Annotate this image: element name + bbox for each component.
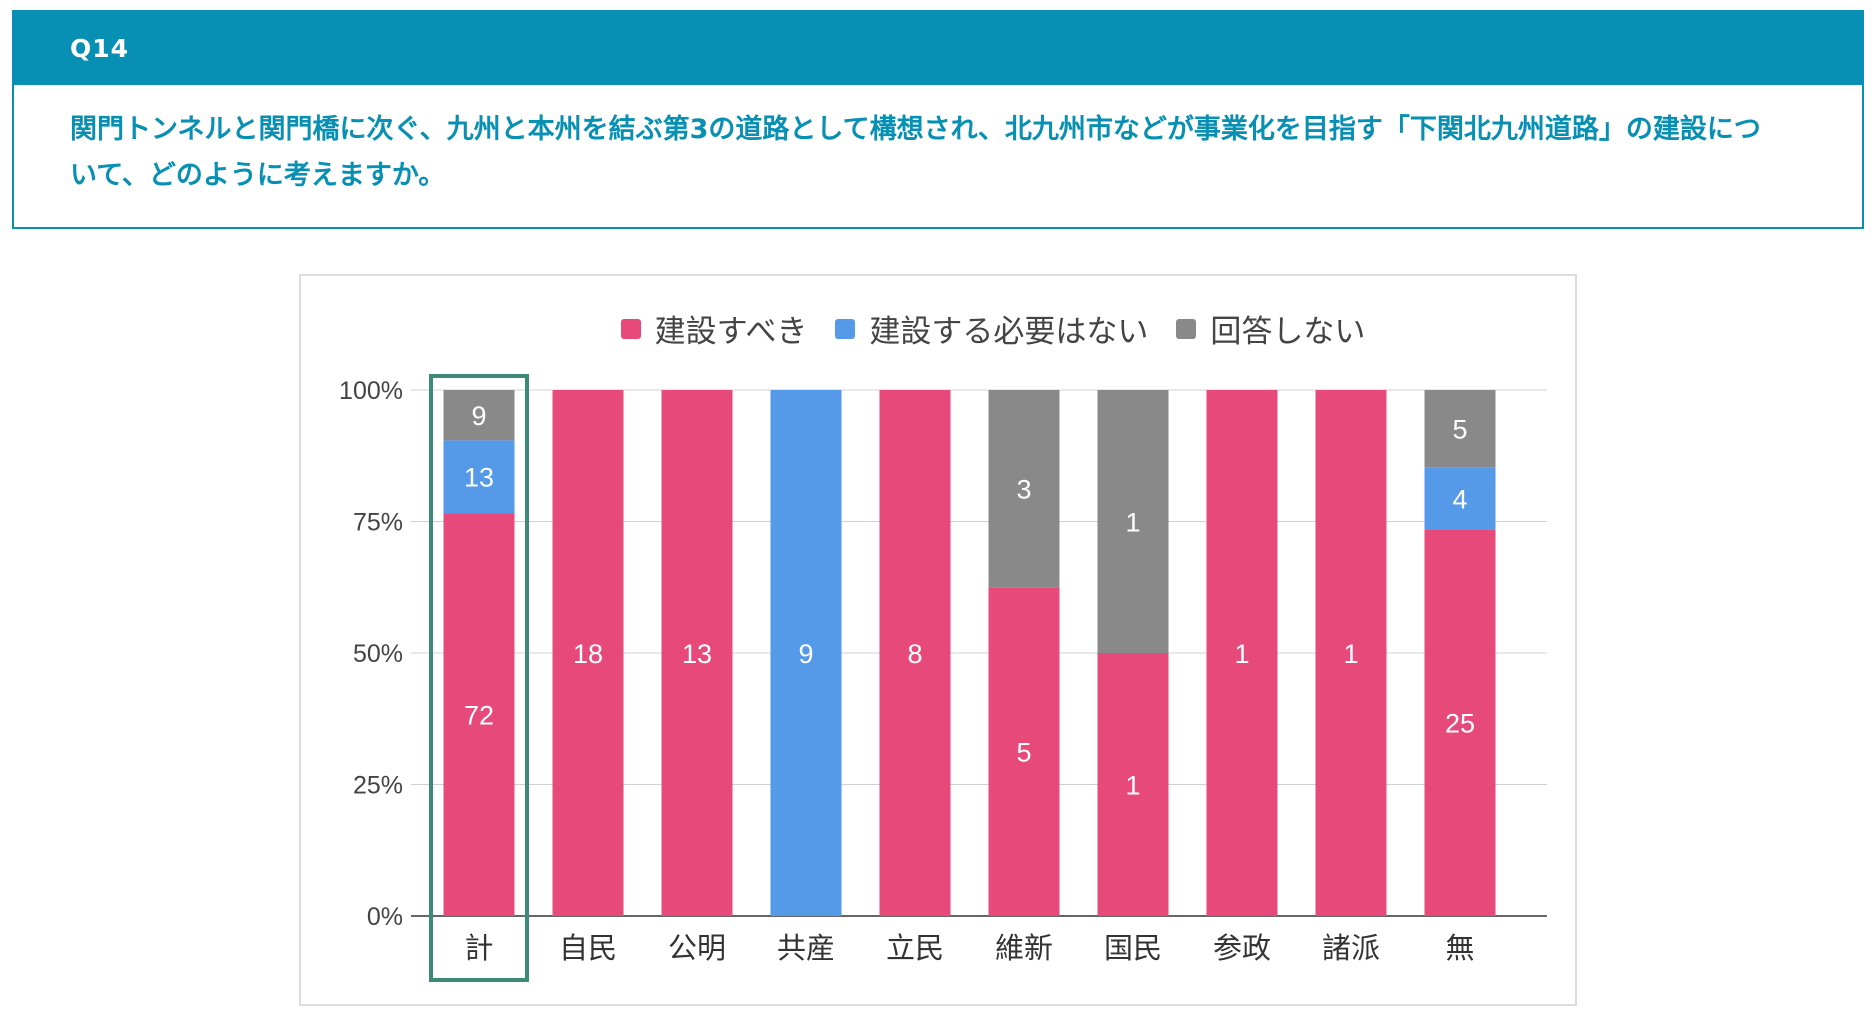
legend-item-build: 建設すべき [620,306,808,351]
x-tick-label: 共産 [777,932,835,965]
chart-legend: 建設すべき 建設する必要はない 回答しない [301,306,1575,351]
y-tick-label: 100% [339,377,403,405]
bar-segment [1206,390,1278,916]
data-label: 4 [1452,484,1467,514]
legend-label-no-answer: 回答しない [1210,314,1366,350]
x-tick-label: 自民 [559,932,617,965]
legend-swatch-not-needed [835,318,856,339]
data-label: 9 [798,639,813,669]
bar-segment [661,390,733,916]
data-label: 5 [1452,415,1467,445]
data-label: 3 [1016,475,1031,505]
data-label: 18 [573,639,603,669]
bar-segment [443,513,515,916]
x-tick-label: 公明 [668,933,726,965]
legend-swatch-build [620,318,641,339]
bar-segment [1315,390,1387,916]
x-tick-label: 維新 [995,932,1053,965]
legend-item-not-needed: 建設する必要はない [835,306,1148,351]
bar-segment [770,390,842,916]
x-tick-label: 計 [464,932,493,965]
legend-item-no-answer: 回答しない [1176,306,1365,351]
data-label: 1 [1125,771,1140,801]
y-tick-label: 0% [367,903,403,931]
data-label: 5 [1016,738,1031,768]
bar-segment [1097,653,1169,916]
bar-segment [1424,467,1496,530]
data-label: 8 [907,639,922,669]
question-number: Q14 [14,12,1862,85]
legend-label-build: 建設すべき [654,314,808,350]
bar-segment [552,390,624,916]
y-tick-label: 25% [353,772,403,800]
stacked-bar-chart: 0% 25% 50% 75% 100% 72 13 9 計 18 自民 13 公明 9 共産 8 立民 5 3 維新 1… [339,374,1547,982]
bar-segment [1097,390,1169,653]
legend-label-not-needed: 建設する必要はない [869,314,1149,350]
data-label: 25 [1445,709,1475,739]
data-label: 72 [464,701,494,731]
bar-segment [443,440,515,514]
data-label: 13 [682,639,712,669]
y-tick-label: 75% [353,509,403,537]
x-tick-label: 諸派 [1322,932,1380,965]
data-label: 9 [471,401,486,431]
x-tick-label: 参政 [1213,932,1271,965]
bar-segment [1424,529,1496,916]
x-tick-label: 国民 [1104,933,1162,965]
x-tick-label: 無 [1445,932,1474,965]
bar-segment [988,587,1060,916]
bar-segment [879,390,951,916]
highlight-box [429,374,529,982]
data-label: 13 [464,463,494,493]
question-text: 関門トンネルと関門橋に次ぐ、九州と本州を結ぶ第3の道路として構想され、北九州市な… [70,114,1761,191]
chart-frame: 建設すべき 建設する必要はない 回答しない 0% 25% 50% 75% 100% 72 1… [299,274,1577,1006]
bar-segment [1424,390,1496,468]
data-label: 1 [1234,639,1249,669]
y-tick-label: 50% [353,640,403,668]
x-tick-label: 立民 [886,932,944,965]
data-label: 1 [1343,639,1358,669]
question-box: Q14 関門トンネルと関門橋に次ぐ、九州と本州を結ぶ第3の道路として構想され、北… [12,10,1864,229]
data-label: 1 [1125,508,1140,538]
legend-swatch-no-answer [1176,318,1197,339]
bar-segment [443,390,515,441]
bar-segment [988,390,1060,588]
